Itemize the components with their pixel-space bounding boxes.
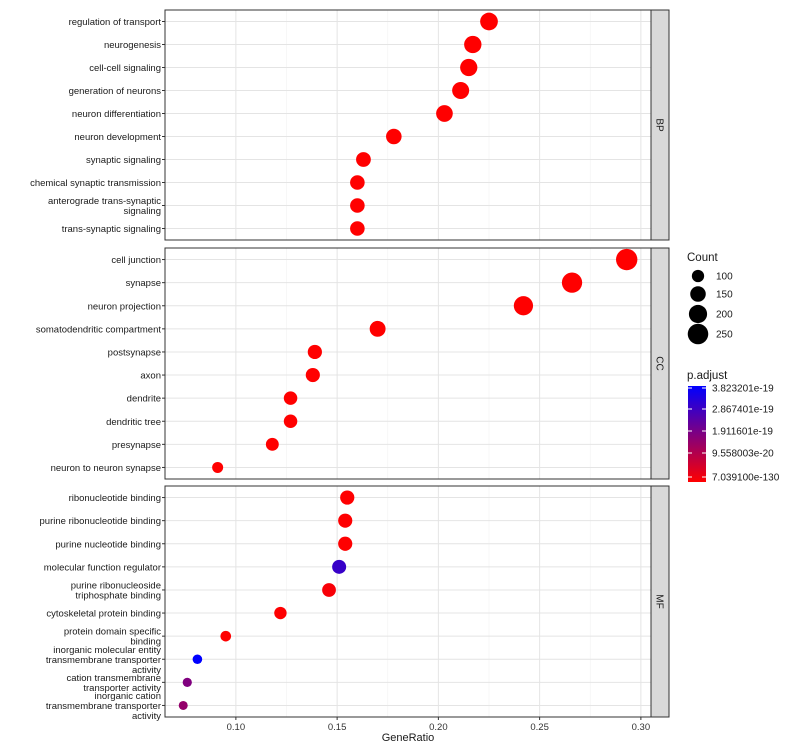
- data-point: [274, 606, 287, 620]
- category-label: axon: [140, 371, 161, 382]
- category-label: purine ribonucleoside triphosphate bindin…: [71, 580, 161, 601]
- facet-strip-label: CC: [654, 356, 665, 370]
- count-legend-key: [690, 286, 706, 302]
- data-point: [307, 344, 322, 360]
- facet-strip: [650, 485, 670, 718]
- count-legend: Count 100 150 200 250: [687, 252, 733, 345]
- p-adjust-legend: p.adjust 3.823201e-19 2.867401e-19 1.911601…: [687, 370, 780, 484]
- count-legend-key: [688, 304, 708, 324]
- data-point: [436, 105, 453, 122]
- category-label: neuron projection: [88, 301, 161, 312]
- category-label: cation transmembrane transporter activity: [66, 673, 161, 694]
- count-legend-key: [687, 323, 709, 345]
- data-point: [513, 296, 534, 316]
- colorbar-label: 2.867401e-19: [712, 405, 774, 416]
- facet-strip: [650, 9, 670, 241]
- category-label: dendritic tree: [106, 417, 161, 428]
- count-legend-label: 100: [716, 272, 733, 283]
- count-legend-label: 250: [716, 330, 733, 341]
- category-label: regulation of transport: [69, 17, 162, 28]
- category-label: cytoskeletal protein binding: [46, 609, 161, 620]
- facet-panel-mf: ribonucleotide binding purine ribonucleot…: [40, 485, 670, 722]
- data-point: [350, 198, 365, 213]
- category-label: trans-synaptic signaling: [62, 224, 161, 235]
- data-point: [220, 630, 232, 642]
- data-point: [182, 677, 192, 687]
- facet-panel-bp: regulation of transport neurogenesis cell-…: [30, 9, 670, 241]
- panel-background: [165, 486, 651, 717]
- data-point: [386, 128, 402, 145]
- category-label: inorganic molecular entity transmembrane …: [46, 645, 161, 676]
- facet-strip: [650, 247, 670, 480]
- data-point: [338, 536, 353, 551]
- category-label: protein domain specific binding: [64, 627, 161, 648]
- p-adjust-colorbar: [688, 386, 706, 482]
- category-label: purine nucleotide binding: [55, 539, 161, 550]
- category-label: somatodendritic compartment: [36, 324, 161, 335]
- panel-background: [165, 10, 651, 240]
- category-label: presynapse: [112, 440, 161, 451]
- data-point: [338, 513, 353, 528]
- category-label: inorganic cation transmembrane transporte…: [46, 691, 161, 722]
- data-point: [350, 221, 365, 236]
- data-point: [452, 81, 470, 100]
- x-axis-title: GeneRatio: [382, 732, 435, 744]
- x-tick-label: 0.25: [530, 722, 549, 733]
- category-label: cell-cell signaling: [89, 63, 161, 74]
- data-point: [340, 490, 355, 505]
- data-point: [192, 654, 203, 665]
- data-point: [283, 391, 298, 405]
- category-label: neuron development: [74, 132, 161, 143]
- category-label: molecular function regulator: [44, 562, 161, 573]
- data-point: [322, 583, 336, 597]
- x-axis: 0.10 0.15 0.20 0.25 0.30: [227, 717, 651, 733]
- x-tick-label: 0.20: [429, 722, 448, 733]
- data-point: [332, 559, 347, 574]
- category-label: neurogenesis: [104, 40, 161, 51]
- data-point: [305, 367, 320, 383]
- facet-strip-label: BP: [654, 118, 665, 132]
- category-label: synaptic signaling: [86, 155, 161, 166]
- data-point: [356, 152, 371, 167]
- data-point: [350, 175, 365, 190]
- category-label: ribonucleotide binding: [69, 493, 161, 504]
- category-label: purine ribonucleotide binding: [40, 516, 161, 527]
- count-legend-label: 200: [716, 310, 733, 321]
- category-label: neuron to neuron synapse: [51, 463, 161, 474]
- category-label: synapse: [126, 278, 161, 289]
- count-legend-key: [691, 269, 705, 283]
- data-point: [616, 248, 638, 271]
- x-tick-label: 0.10: [227, 722, 246, 733]
- category-label: dendrite: [127, 394, 161, 405]
- category-label: cell junction: [111, 255, 161, 266]
- facet-panels: regulation of transport neurogenesis cell-…: [30, 9, 670, 722]
- data-point: [464, 35, 482, 54]
- data-point: [178, 700, 188, 710]
- data-point: [265, 437, 279, 451]
- colorbar-label: 3.823201e-19: [712, 384, 774, 395]
- count-legend-label: 150: [716, 290, 733, 301]
- colorbar-label: 9.558003e-20: [712, 449, 774, 460]
- x-tick-label: 0.15: [328, 722, 347, 733]
- category-label: generation of neurons: [69, 86, 162, 97]
- category-label: chemical synaptic transmission: [30, 178, 161, 189]
- facet-strip-label: MF: [654, 594, 665, 608]
- x-tick-label: 0.30: [632, 722, 651, 733]
- data-point: [283, 414, 298, 428]
- p-adjust-legend-title: p.adjust: [687, 370, 728, 382]
- data-point: [480, 12, 498, 31]
- colorbar-label: 7.039100e-130: [712, 473, 780, 484]
- category-label: anterograde trans-synaptic signaling: [48, 196, 161, 217]
- facet-panel-cc: cell junction synapse neuron projection som…: [36, 247, 670, 480]
- category-label: neuron differentiation: [72, 109, 161, 120]
- count-legend-title: Count: [687, 252, 718, 264]
- category-label: postsynapse: [108, 347, 161, 358]
- data-point: [212, 461, 224, 473]
- data-point: [369, 320, 386, 337]
- data-point: [460, 58, 478, 77]
- colorbar-label: 1.911601e-19: [712, 427, 773, 438]
- data-point: [561, 272, 583, 293]
